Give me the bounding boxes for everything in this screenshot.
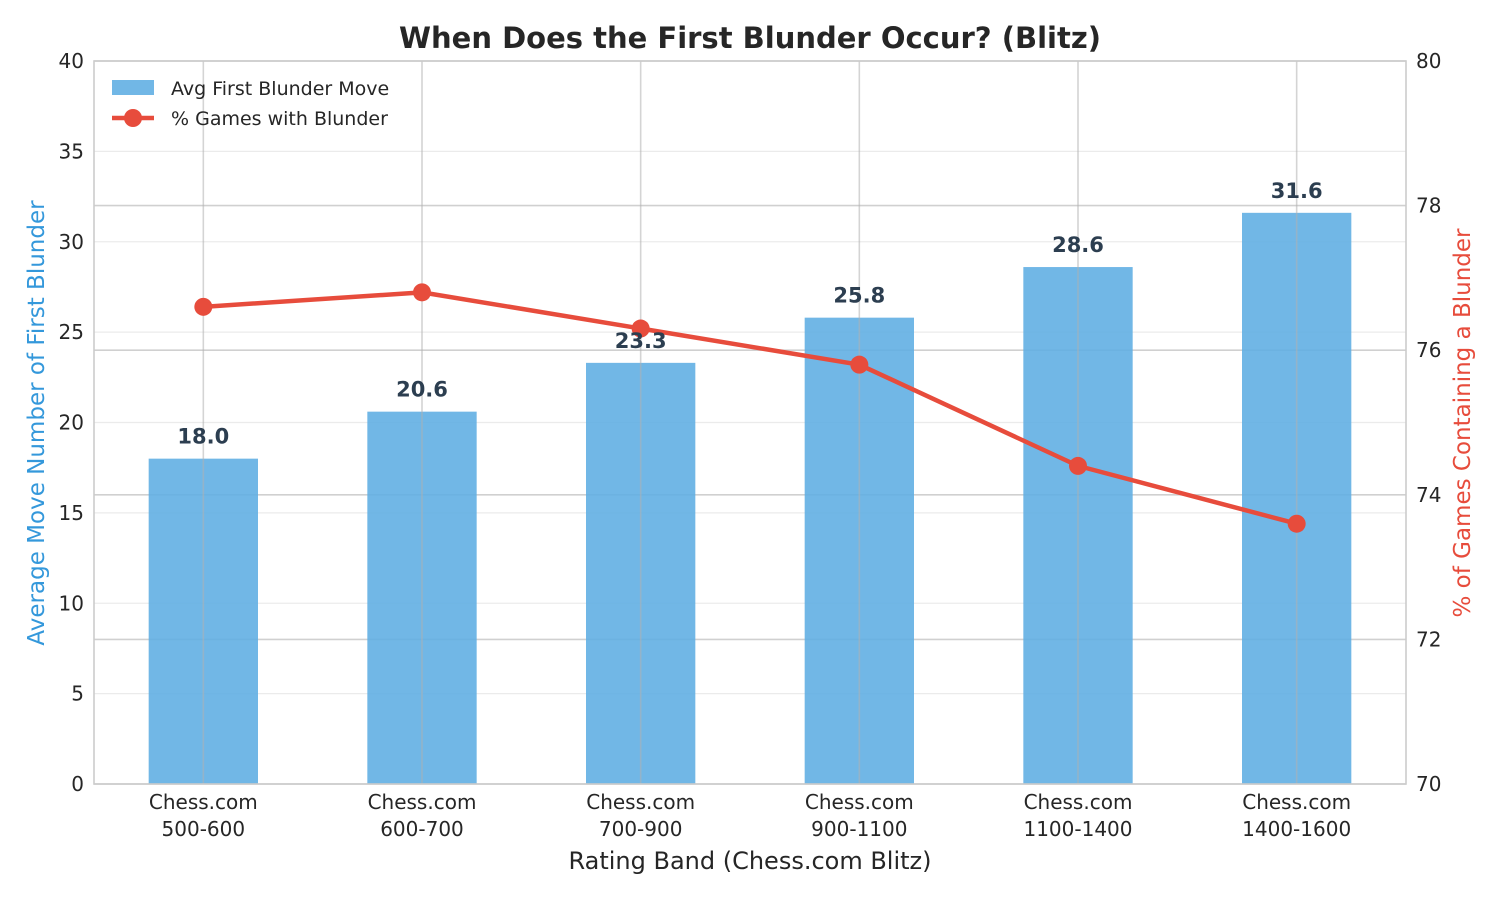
legend-line-label: % Games with Blunder (171, 108, 388, 130)
x-tick-label: Chess.com 500-600 (149, 790, 258, 841)
blunder-rate-point (631, 319, 650, 338)
bar-value-label: 28.6 (1052, 233, 1104, 257)
bar-value-label: 23.3 (615, 329, 667, 353)
y-tick-label: 25 (59, 320, 84, 344)
blunder-rate-point (194, 297, 213, 316)
x-tick-label: Chess.com 700-900 (586, 790, 695, 841)
x-tick-label: Chess.com 1100-1400 (1023, 790, 1132, 841)
plot-frame (93, 60, 1407, 785)
bar-value-label: 25.8 (833, 284, 885, 308)
y-right-tick-label: 80 (1416, 49, 1441, 73)
blunder-rate-point (1287, 514, 1306, 533)
bar-value-label: 18.0 (177, 425, 229, 449)
x-axis-label: Rating Band (Chess.com Blitz) (568, 847, 931, 875)
x-tick-label: Chess.com 1400-1600 (1242, 790, 1351, 841)
y-tick-label: 15 (59, 501, 84, 525)
y-tick-label: 5 (71, 682, 84, 706)
y-tick-label: 30 (59, 230, 84, 254)
legend-bar-swatch (112, 80, 154, 95)
x-tick-label: Chess.com 600-700 (368, 790, 477, 841)
blunder-rate-point (850, 355, 869, 374)
legend-line-marker (124, 109, 142, 127)
y-right-tick-label: 74 (1416, 483, 1441, 507)
y-axis-label-left: Average Move Number of First Blunder (24, 200, 50, 646)
legend: Avg First Blunder Move % Games with Blund… (112, 78, 389, 130)
y-tick-label: 40 (59, 49, 84, 73)
y-tick-label: 35 (59, 139, 84, 163)
y-tick-label: 20 (59, 411, 84, 435)
y-tick-label: 0 (71, 772, 84, 796)
y-tick-label: 10 (59, 591, 84, 615)
y-right-tick-label: 70 (1416, 772, 1441, 796)
y-axis-label-right: % of Games Containing a Blunder (1450, 228, 1476, 618)
blunder-rate-point (413, 283, 431, 302)
blunder-rate-point (1069, 456, 1087, 475)
legend-bar-label: Avg First Blunder Move (171, 78, 389, 100)
bar-value-label: 20.6 (396, 378, 448, 402)
x-tick-label: Chess.com 900-1100 (805, 790, 914, 841)
y-right-tick-label: 76 (1416, 338, 1441, 362)
chart-title: When Does the First Blunder Occur? (Blit… (399, 21, 1101, 55)
y-right-tick-label: 78 (1416, 194, 1441, 218)
blunder-rate-line (203, 290, 1298, 526)
y-right-tick-label: 72 (1416, 627, 1441, 651)
bar-value-label: 31.6 (1271, 179, 1323, 203)
